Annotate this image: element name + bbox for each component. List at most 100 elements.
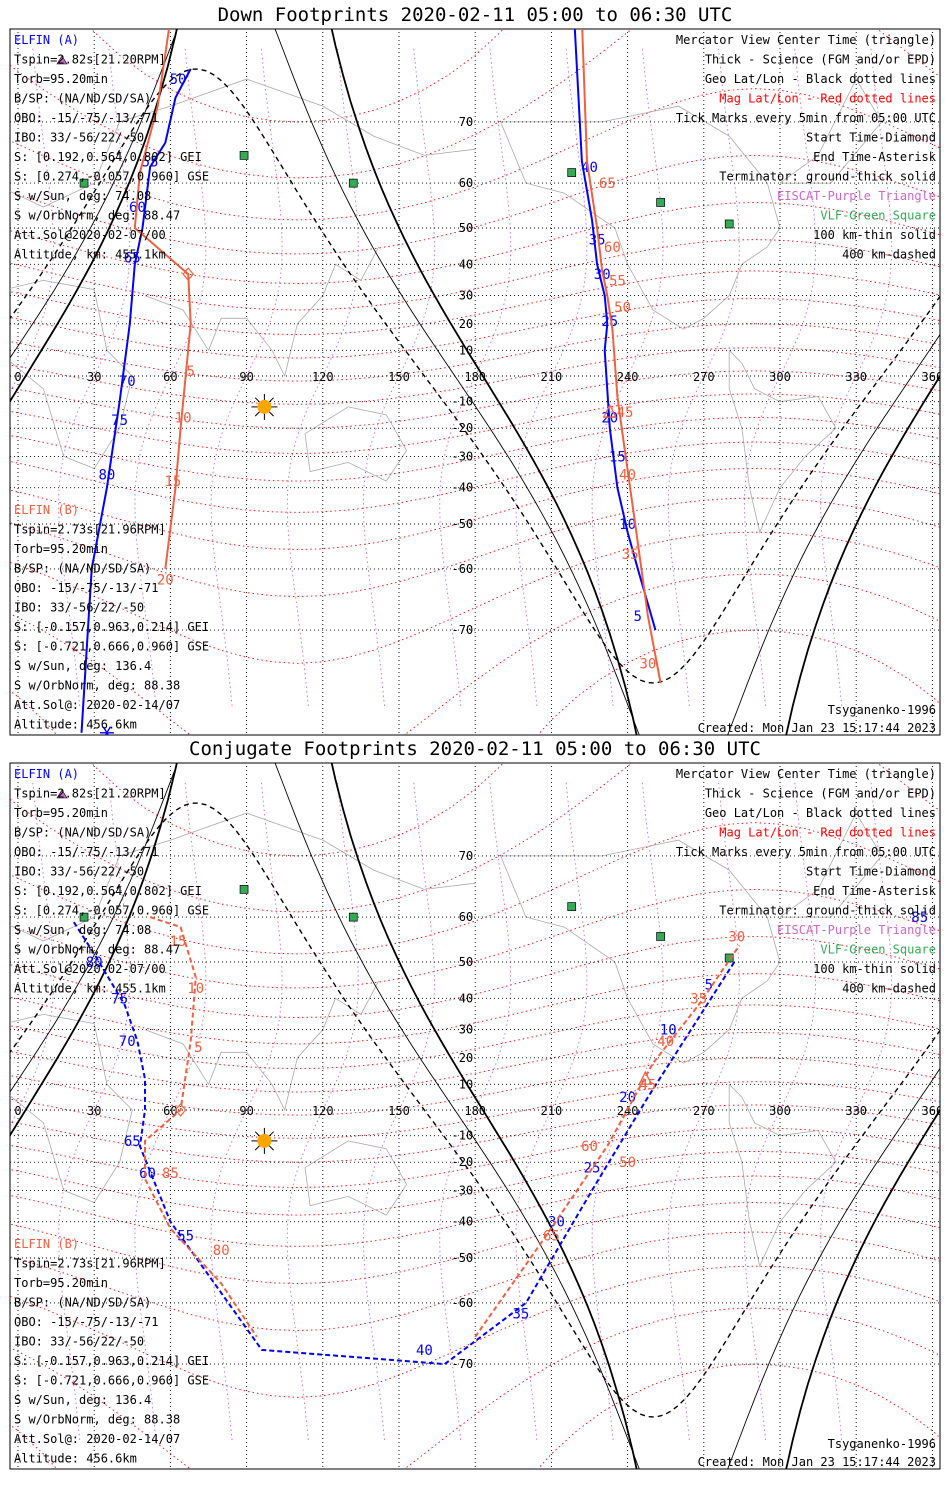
- track-tick-label: 60: [581, 1139, 598, 1155]
- down-footprints-map: 70 60 50 40 30 20 10 -10 -20 -30 -40 -50 -60 -70 0 30 60…: [9, 28, 941, 736]
- track-a: [573, 29, 657, 631]
- created-timestamp: Created: Mon Jan 23 15:17:44 2023: [698, 721, 936, 735]
- track-tick-label: 70: [119, 374, 136, 390]
- track-tick-label: 30: [548, 1215, 565, 1231]
- legend-line: Terminator: ground-thick solid: [719, 170, 936, 184]
- elfin-a-info-line: B/SP: (NA/ND/SD/SA): [14, 826, 151, 840]
- vlf-station-square: [567, 902, 577, 911]
- mag-lon-line: [58, 780, 131, 1440]
- coastline: [10, 279, 133, 469]
- lat-tick-label: 40: [459, 991, 473, 1005]
- mag-lon-line: [515, 46, 588, 706]
- coastline: [144, 246, 380, 378]
- elfin-b-info-line: Torb=95.20min: [14, 1276, 108, 1290]
- lat-tick-label: 50: [459, 221, 473, 235]
- center-time-triangle: [602, 403, 617, 418]
- legend-line: Mercator View Center Time (triangle): [676, 33, 936, 47]
- track-tick-label: 50: [170, 72, 187, 88]
- track-tick-label: 45: [639, 1077, 656, 1093]
- conjugate-footprints-map: 70 60 50 40 30 20 10 -10 -20 -30 -40 -50 -60 -70 0 30 60…: [9, 762, 941, 1470]
- legend-line: 100 km-thin solid: [813, 962, 936, 976]
- lon-tick-label: 210: [541, 370, 563, 384]
- legend-line: Mercator View Center Time (triangle): [676, 767, 936, 781]
- mag-lon-line: [744, 46, 816, 706]
- elfin-a-info-line: Torb=95.20min: [14, 806, 108, 820]
- vlf-station-square: [79, 912, 89, 922]
- elfin-a-info-line: IBO: 33/-56/22/-50: [14, 131, 144, 145]
- elfin-a-info-line: S w/Sun, deg: 74.08: [14, 923, 151, 937]
- elfin-b-info-line: Att.Sol@: 2020-02-14/07: [14, 1432, 180, 1446]
- mag-lat-line: [90, 29, 504, 123]
- elfin-a-info-line: Torb=95.20min: [14, 72, 108, 86]
- coastline: [304, 1140, 408, 1216]
- legend-line: Thick - Science (FGM and/or EPD): [705, 53, 936, 67]
- legend-line: VLF-Green Square: [820, 943, 936, 957]
- center-time-triangle: [638, 1070, 653, 1085]
- track-b: [581, 29, 662, 684]
- vlf-station-square: [79, 178, 89, 188]
- mag-lat-line: [90, 763, 504, 857]
- mag-lon-line: [744, 780, 816, 1440]
- track-tick-label: 25: [601, 314, 618, 330]
- track-tick-label: 50: [619, 1155, 636, 1171]
- track-tick-label: 85: [162, 1166, 179, 1182]
- mag-lon-line: [439, 46, 512, 706]
- track-tick-label: 35: [622, 547, 639, 563]
- track-tick-label: 40: [657, 1034, 674, 1050]
- lat-tick-label: -10: [452, 1129, 474, 1143]
- vlf-station-square: [724, 219, 734, 229]
- track-tick-label: 80: [86, 955, 103, 971]
- mag-lon-line: [820, 46, 893, 706]
- track-tick-label: 65: [599, 176, 616, 192]
- track-tick-label: 55: [609, 273, 626, 289]
- elfin-a-info-line: OBO: -15/-75/-13/-71: [14, 111, 159, 125]
- track-b: [133, 29, 192, 570]
- track-tick-label: 30: [639, 656, 656, 672]
- elfin-a-info-line: Att.Sol@2020-02-07/00: [14, 228, 166, 242]
- track-tick-label: 15: [609, 449, 626, 465]
- legend-line: VLF-Green Square: [820, 209, 936, 223]
- down-panel-title: Down Footprints 2020-02-11 05:00 to 06:3…: [217, 4, 733, 26]
- elfin-a-info-line: Altitude, km: 455.1km: [14, 982, 166, 996]
- mag-lat-line: [10, 1004, 940, 1070]
- terminator-ground: [10, 763, 940, 1469]
- mag-lon-line: [667, 780, 740, 1440]
- mag-lon-line: [58, 46, 131, 706]
- elfin-b-info-line: Torb=95.20min: [14, 542, 108, 556]
- lon-tick-label: 240: [617, 370, 639, 384]
- elfin-b-info-line: Altitude: 456.6km: [14, 1452, 137, 1466]
- track-b: [474, 944, 741, 1338]
- track-a: [73, 921, 736, 1366]
- lat-tick-label: 70: [459, 849, 473, 863]
- elfin-b-info-line: IBO: 33/-56/22/-50: [14, 1335, 144, 1349]
- lon-tick-label: 90: [239, 1104, 253, 1118]
- lat-tick-label: -40: [452, 481, 474, 495]
- terminator-ground: [10, 29, 940, 735]
- lon-tick-label: 60: [163, 370, 177, 384]
- lon-tick-label: 330: [845, 370, 867, 384]
- lat-tick-label: -20: [452, 1155, 474, 1169]
- lon-tick-label: 270: [693, 370, 715, 384]
- terminator-100km: [10, 763, 940, 1469]
- coastline: [728, 1084, 837, 1268]
- track-tick-label: 5: [634, 609, 642, 625]
- mag-lon-line: [134, 46, 207, 706]
- lat-tick-label: 30: [459, 289, 473, 303]
- track-tick-label: 60: [139, 1166, 156, 1182]
- track-tick-label: 45: [617, 405, 634, 421]
- mag-lon-line: [210, 46, 283, 706]
- track-tick-label: 85: [911, 910, 928, 926]
- track-tick-label: 10: [660, 1023, 677, 1039]
- track-tick-label: 40: [581, 160, 598, 176]
- mag-lat-line: [10, 88, 940, 221]
- lat-tick-label: -60: [452, 1296, 474, 1310]
- elfin-b-info-line: S: [-0.721,0.666,0.960] GSE: [14, 640, 209, 654]
- lat-tick-label: -60: [452, 562, 474, 576]
- mag-lon-line: [820, 780, 893, 1440]
- conjugate-panel-title: Conjugate Footprints 2020-02-11 05:00 to…: [189, 738, 761, 760]
- mag-lon-line: [10, 46, 54, 394]
- vlf-station-square: [348, 912, 358, 922]
- mag-lon-line: [591, 46, 664, 706]
- vlf-station-square: [239, 151, 249, 160]
- track-tick-label: 5: [187, 364, 195, 380]
